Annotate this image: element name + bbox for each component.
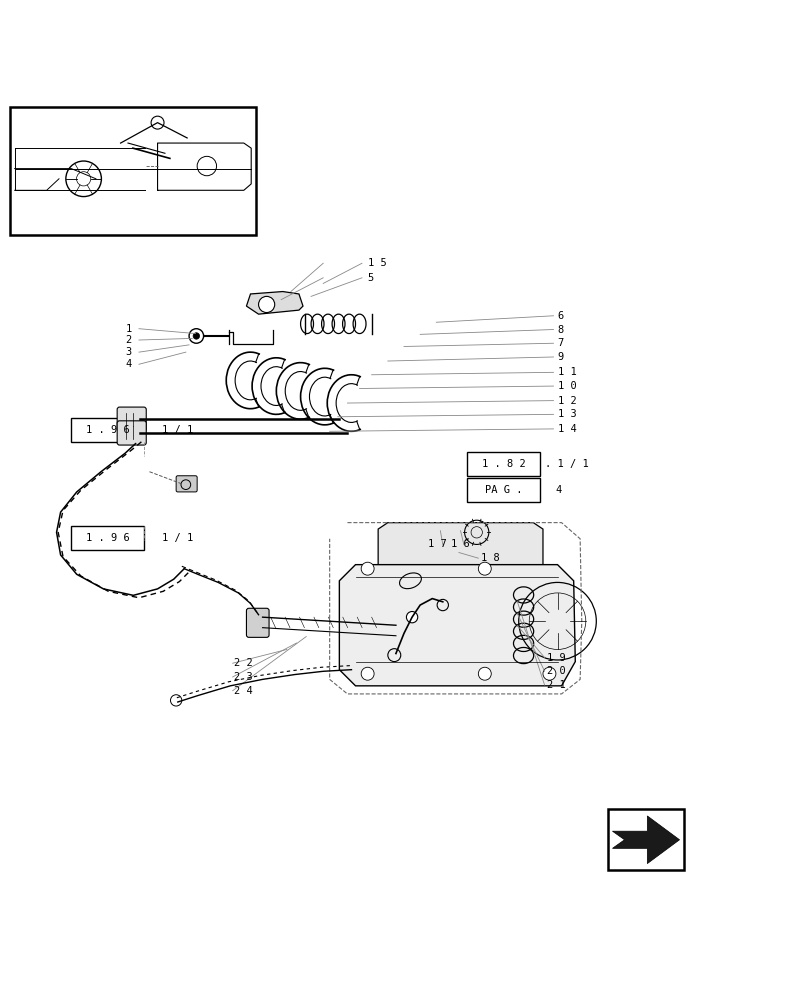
Text: 1 . 8 2: 1 . 8 2 [482,459,525,469]
Text: 1 9: 1 9 [547,653,566,663]
Text: 8: 8 [558,325,564,335]
FancyBboxPatch shape [176,476,197,492]
Text: 1 5: 1 5 [368,258,386,268]
Circle shape [543,667,556,680]
Bar [10,107,256,235]
Text: 1 8: 1 8 [481,553,499,563]
Text: 9: 9 [558,352,564,362]
Text: 1 4: 1 4 [558,424,576,434]
Text: 5: 5 [368,273,374,283]
Text: 1: 1 [125,324,132,334]
Polygon shape [246,292,303,314]
Polygon shape [612,816,680,864]
Text: 2: 2 [125,335,132,345]
Text: . 1 / 1: . 1 / 1 [545,459,589,469]
Text: 2 2: 2 2 [234,658,253,668]
Text: 1 0: 1 0 [558,381,576,391]
Circle shape [406,612,418,623]
FancyBboxPatch shape [117,407,146,431]
Circle shape [259,296,275,313]
Text: 1 1: 1 1 [558,367,576,377]
Circle shape [193,333,200,339]
Text: 2 0: 2 0 [547,666,566,676]
FancyBboxPatch shape [246,608,269,637]
Text: 2 1: 2 1 [547,680,566,690]
Bar [608,809,684,870]
Circle shape [361,667,374,680]
Bar [467,478,540,502]
Circle shape [361,562,374,575]
Text: 1 2: 1 2 [558,396,576,406]
Text: 1 . 9 6: 1 . 9 6 [86,533,129,543]
Text: 1 / 1: 1 / 1 [162,425,193,435]
Text: 6: 6 [558,311,564,321]
Circle shape [478,667,491,680]
Text: 7: 7 [558,338,564,348]
Text: 2 3: 2 3 [234,672,253,682]
Text: 1 6: 1 6 [451,539,469,549]
Bar [71,418,144,442]
Text: PA G .: PA G . [485,485,522,495]
Circle shape [478,562,491,575]
Polygon shape [378,523,543,569]
Text: 3: 3 [125,347,132,357]
Text: 1 7: 1 7 [428,539,447,549]
Text: 1 / 1: 1 / 1 [162,533,193,543]
Bar [467,452,540,476]
FancyBboxPatch shape [117,421,146,445]
Text: 1 . 9 6: 1 . 9 6 [86,425,129,435]
Text: 4: 4 [125,359,132,369]
Bar [71,526,144,550]
Text: 2 4: 2 4 [234,686,253,696]
Text: 4: 4 [556,485,562,495]
Polygon shape [339,565,575,686]
Text: 1 3: 1 3 [558,409,576,419]
